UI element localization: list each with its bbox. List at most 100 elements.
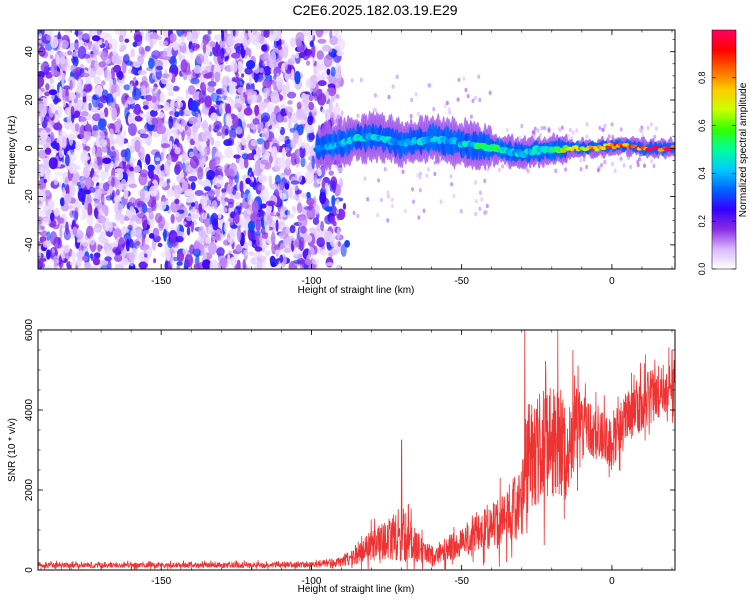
spectrogram-noise-cell — [154, 212, 163, 224]
spectrogram-noise-cell — [189, 155, 199, 169]
spectrogram-noise-cell — [111, 177, 116, 188]
spectrogram-noise-cell — [172, 40, 179, 51]
spectrogram-noise-cell — [279, 172, 286, 178]
spectrogram-noise-cell — [164, 120, 169, 125]
spectrogram-noise-cell — [443, 103, 447, 108]
spectrogram-noise-cell — [185, 94, 190, 100]
spectrogram-noise-cell — [265, 200, 275, 207]
spectrogram-noise-cell — [149, 109, 158, 117]
spectrogram-noise-cell — [185, 48, 194, 56]
spectrogram-noise-cell — [174, 146, 181, 155]
spectrogram-noise-cell — [278, 56, 282, 62]
spectrogram-noise-cell — [293, 130, 299, 144]
spectrogram-noise-cell — [113, 195, 122, 203]
spectrogram-noise-cell — [107, 260, 112, 269]
spectrogram-noise-cell — [163, 40, 168, 46]
spectrogram-noise-cell — [250, 228, 256, 240]
spectrogram-noise-cell — [63, 193, 72, 204]
spectrogram-noise-cell — [85, 225, 94, 239]
spectrogram-noise-cell — [74, 123, 80, 132]
spectrogram-noise-cell — [114, 30, 121, 36]
spectrogram-noise-cell — [603, 159, 607, 164]
spectrogram-noise-cell — [114, 160, 119, 165]
spectrogram-y-tick-label: 40 — [24, 46, 35, 58]
colorbar-gradient — [711, 29, 737, 270]
spectrogram-noise-cell — [301, 259, 305, 268]
spectrogram-noise-cell — [579, 167, 583, 172]
spectrogram-noise-cell — [244, 143, 250, 154]
spectrogram-noise-cell — [46, 231, 51, 241]
spectrogram-noise-cell — [473, 95, 477, 101]
spectrogram-noise-cell — [119, 43, 127, 52]
spectrogram-noise-cell — [91, 94, 100, 108]
spectrogram-noise-cell — [331, 76, 335, 82]
spectrogram-noise-cell — [46, 249, 51, 260]
spectrogram-noise-cell — [196, 141, 206, 152]
spectrogram-noise-cell — [271, 137, 277, 143]
spectrogram-noise-cell — [246, 209, 251, 215]
spectrogram-noise-cell — [260, 203, 267, 209]
spectrogram-noise-cell — [41, 218, 51, 225]
spectrogram-noise-cell — [331, 180, 336, 193]
spectrogram-noise-cell — [168, 72, 173, 81]
spectrogram-noise-cell — [80, 91, 87, 97]
spectrogram-noise-cell — [227, 201, 235, 208]
spectrogram-noise-cell — [613, 168, 617, 173]
spectrogram-noise-cell — [477, 74, 481, 79]
spectrogram-noise-cell — [543, 125, 546, 131]
spectrogram-noise-cell — [147, 111, 151, 122]
spectrogram-noise-cell — [316, 88, 323, 95]
spectrogram-noise-cell — [254, 104, 260, 117]
spectrogram-noise-cell — [305, 60, 311, 66]
spectrogram-noise-cell — [138, 151, 142, 158]
spectrogram-noise-cell — [128, 157, 137, 162]
spectrogram-noise-cell — [332, 108, 338, 121]
spectrogram-noise-cell — [198, 203, 203, 213]
spectrogram-noise-cell — [104, 68, 111, 82]
spectrogram-noise-cell — [422, 208, 426, 213]
spectrogram-noise-cell — [174, 101, 184, 109]
spectrogram-noise-cell — [259, 121, 264, 131]
spectrogram-noise-cell — [118, 35, 124, 43]
spectrogram-noise-cell — [356, 213, 360, 219]
spectrogram-noise-cell — [157, 242, 163, 248]
spectrogram-noise-cell — [139, 128, 147, 135]
snr-y-tick-label: 2000 — [24, 478, 35, 501]
spectrogram-noise-cell — [149, 86, 159, 94]
spectrogram-noise-cell — [284, 62, 288, 71]
spectrogram-noise-cell — [204, 95, 212, 108]
spectrogram-noise-cell — [93, 252, 101, 259]
spectrogram-noise-cell — [159, 92, 165, 103]
spectrogram-noise-cell — [246, 83, 251, 91]
spectrogram-noise-cell — [75, 251, 84, 259]
spectrogram-noise-cell — [335, 102, 339, 107]
spectrogram-noise-cell — [340, 110, 344, 116]
spectrogram-noise-cell — [189, 54, 194, 60]
spectrogram-noise-cell — [166, 153, 172, 167]
spectrogram-noise-cell — [102, 169, 110, 179]
spectrogram-noise-cell — [329, 112, 335, 118]
spectrogram-noise-cell — [160, 143, 171, 149]
spectrogram-noise-cell — [148, 229, 153, 234]
spectrogram-noise-cell — [273, 209, 277, 216]
spectrogram-noise-cell — [145, 94, 153, 102]
spectrogram-noise-cell — [58, 148, 64, 159]
spectrogram-noise-cell — [328, 170, 335, 176]
snr-x-tick-label: -150 — [151, 576, 171, 587]
spectrogram-noise-cell — [129, 83, 133, 94]
spectrogram-noise-cell — [53, 260, 58, 269]
spectrogram-noise-cell — [213, 34, 222, 41]
spectrogram-noise-cell — [205, 237, 211, 244]
spectrogram-noise-cell — [84, 123, 92, 132]
spectrogram-noise-cell — [127, 224, 133, 230]
spectrogram-noise-cell — [337, 84, 340, 89]
spectrogram-noise-cell — [139, 188, 145, 203]
spectrogram-noise-cell — [57, 160, 62, 168]
spectrogram-noise-cell — [123, 187, 129, 199]
spectrogram-noise-cell — [271, 146, 278, 160]
spectrogram-noise-cell — [202, 157, 206, 162]
spectrogram-noise-cell — [151, 199, 157, 212]
spectrogram-noise-cell — [217, 52, 224, 65]
spectrogram-noise-cell — [308, 227, 318, 233]
spectrogram-noise-cell — [184, 109, 193, 115]
